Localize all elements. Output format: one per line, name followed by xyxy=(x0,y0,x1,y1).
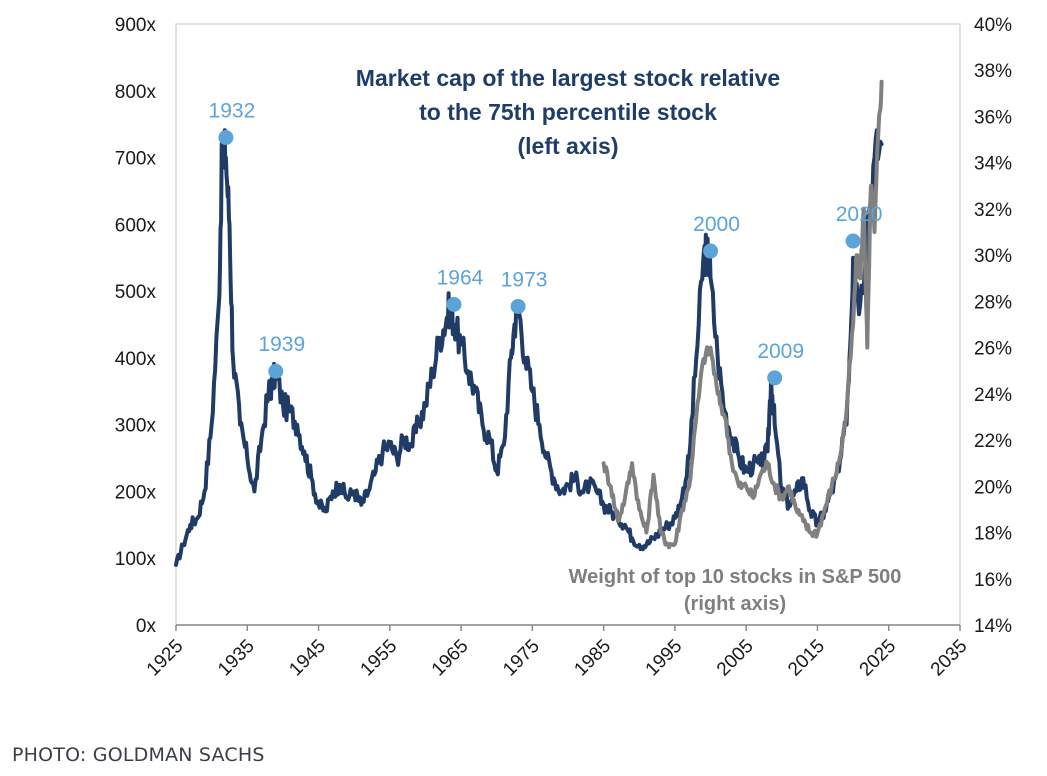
x-tick-label: 1925 xyxy=(143,636,188,681)
left-series-title-line-2: to the 75th percentile stock xyxy=(419,99,717,125)
x-tick-label: 1955 xyxy=(357,636,402,681)
peak-label-1932: 1932 xyxy=(209,100,256,123)
peak-label-2020: 2020 xyxy=(836,203,883,226)
peak-marker-1973 xyxy=(510,298,526,314)
series-layer xyxy=(174,79,884,567)
y-left-tick-label: 300x xyxy=(115,416,157,437)
y-right-tick-label: 28% xyxy=(974,292,1012,313)
y-right-tick-label: 16% xyxy=(974,570,1012,591)
right-series-title-line-1: Weight of top 10 stocks in S&P 500 xyxy=(569,566,902,588)
left-series-title-line-1: Market cap of the largest stock relative xyxy=(356,65,780,91)
y-right-tick-label: 22% xyxy=(974,431,1012,452)
peak-label-1973: 1973 xyxy=(501,268,548,291)
x-tick-label: 2015 xyxy=(784,636,829,681)
y-left-tick-label: 900x xyxy=(115,15,157,36)
x-tick-label: 2025 xyxy=(856,636,901,681)
peak-marker-2009 xyxy=(767,370,783,386)
x-tick-label: 2035 xyxy=(927,636,972,681)
y-left-tick-label: 100x xyxy=(115,549,157,570)
series-line-largest-stock-ratio xyxy=(174,128,884,567)
y-right-tick-label: 24% xyxy=(974,385,1012,406)
x-tick-label: 1985 xyxy=(570,636,615,681)
peak-marker-2020 xyxy=(845,233,861,249)
peak-marker-1932 xyxy=(218,130,234,146)
y-right-tick-label: 20% xyxy=(974,477,1012,498)
y-left-tick-label: 500x xyxy=(115,282,157,303)
y-left-tick-label: 700x xyxy=(115,149,157,170)
y-left-axis: 0x 100x 200x 300x 400x 500x 600x 700x 800x 900x xyxy=(115,15,157,637)
y-right-tick-label: 40% xyxy=(974,15,1012,36)
x-tick-label: 1995 xyxy=(642,636,687,681)
y-right-axis: 14% 16% 18% 20% 22% 24% 26% 28% 30% 32% 34% 36% 38% 4… xyxy=(974,15,1012,637)
y-left-tick-label: 0x xyxy=(136,616,157,637)
peak-label-2000: 2000 xyxy=(693,213,740,236)
left-series-title-line-3: (left axis) xyxy=(518,133,619,159)
x-tick-label: 2005 xyxy=(713,636,758,681)
peak-marker-1939 xyxy=(268,363,284,379)
x-tick-label: 1945 xyxy=(285,636,330,681)
peak-marker-2000 xyxy=(703,243,719,259)
y-left-tick-label: 200x xyxy=(115,482,157,503)
y-right-tick-label: 14% xyxy=(974,616,1012,637)
chart: 0x 100x 200x 300x 400x 500x 600x 700x 800x 900x 1… xyxy=(115,15,1012,680)
x-tick-label: 1965 xyxy=(428,636,473,681)
x-tick-label: 1975 xyxy=(499,636,544,681)
y-left-tick-label: 400x xyxy=(115,349,157,370)
x-axis-ticks: 1925 1935 1945 1955 1965 1975 1985 1995 2005 2015… xyxy=(143,625,972,680)
photo-credit: PHOTO: GOLDMAN SACHS xyxy=(12,744,265,766)
y-right-tick-label: 32% xyxy=(974,200,1012,221)
right-series-title-line-2: (right axis) xyxy=(684,593,786,615)
y-right-tick-label: 36% xyxy=(974,107,1012,128)
y-right-tick-label: 26% xyxy=(974,339,1012,360)
y-left-tick-label: 600x xyxy=(115,215,157,236)
y-right-tick-label: 18% xyxy=(974,524,1012,545)
peak-label-2009: 2009 xyxy=(757,340,804,363)
peak-marker-1964 xyxy=(446,296,462,312)
series-line-top10-weight xyxy=(601,79,884,550)
y-right-tick-label: 30% xyxy=(974,246,1012,267)
y-right-tick-label: 34% xyxy=(974,154,1012,175)
peak-label-1964: 1964 xyxy=(437,266,484,289)
x-tick-label: 1935 xyxy=(214,636,259,681)
peak-label-1939: 1939 xyxy=(258,333,305,356)
peak-annotations: 1932 1939 1964 1973 2000 2009 2020 xyxy=(209,100,883,386)
y-right-tick-label: 38% xyxy=(974,61,1012,82)
y-left-tick-label: 800x xyxy=(115,82,157,103)
